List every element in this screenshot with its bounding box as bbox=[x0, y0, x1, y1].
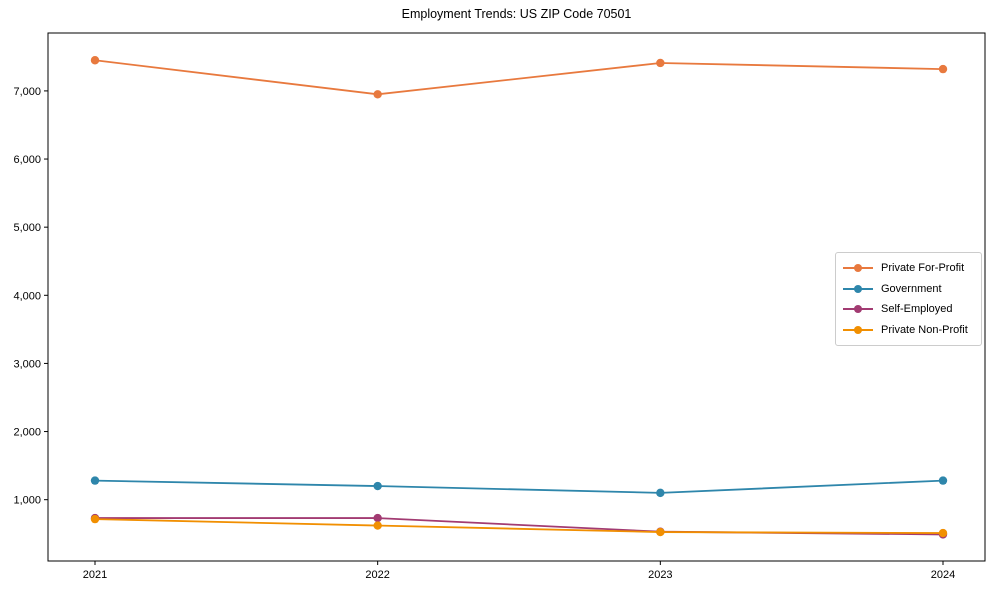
legend-dot-icon bbox=[854, 325, 862, 334]
legend-dot-icon bbox=[854, 264, 862, 273]
data-point-government-2021 bbox=[90, 476, 100, 485]
legend-item-government: Government bbox=[843, 279, 975, 300]
x-tick-label: 2021 bbox=[83, 569, 107, 581]
axes-frame bbox=[47, 32, 986, 562]
data-point-private-for-profit-2022 bbox=[373, 90, 382, 99]
legend-item-self-employed: Self-Employed bbox=[843, 299, 975, 320]
x-tick-label: 2023 bbox=[648, 569, 672, 581]
data-point-government-2024 bbox=[938, 476, 948, 485]
data-point-private-for-profit-2023 bbox=[656, 58, 665, 68]
legend-item-private-non-profit: Private Non-Profit bbox=[843, 320, 975, 341]
y-tick-label: 6,000 bbox=[13, 154, 41, 166]
legend-marker-government bbox=[843, 284, 873, 294]
legend-label-private-non-profit: Private Non-Profit bbox=[881, 323, 968, 336]
data-point-private-non-profit-2022 bbox=[373, 521, 382, 530]
x-tick-label: 2022 bbox=[365, 569, 389, 581]
y-tick-label: 4,000 bbox=[13, 290, 41, 302]
y-tick-label: 5,000 bbox=[13, 222, 41, 234]
legend-marker-private-non-profit bbox=[843, 325, 873, 335]
legend: Private For-Profit Government Self-Employe… bbox=[835, 252, 982, 346]
data-point-private-non-profit-2021 bbox=[90, 514, 100, 524]
chart-title: Employment Trends: US ZIP Code 70501 bbox=[401, 7, 632, 21]
data-point-government-2022 bbox=[373, 481, 382, 491]
y-tick-label: 1,000 bbox=[13, 495, 41, 507]
x-tick-label: 2024 bbox=[931, 569, 955, 581]
data-point-government-2023 bbox=[656, 488, 665, 498]
y-tick-label: 3,000 bbox=[13, 358, 41, 370]
data-point-self-employed-2022 bbox=[373, 513, 382, 523]
series-line-government bbox=[94, 479, 944, 494]
legend-item-private-for-profit: Private For-Profit bbox=[843, 258, 975, 279]
legend-marker-private-for-profit bbox=[843, 263, 873, 273]
data-point-private-for-profit-2024 bbox=[938, 64, 948, 74]
data-point-private-for-profit-2021 bbox=[90, 56, 100, 65]
y-tick-label: 2,000 bbox=[13, 427, 41, 439]
series-line-private-non-profit bbox=[94, 518, 944, 534]
legend-marker-self-employed bbox=[843, 304, 873, 314]
legend-label-private-for-profit: Private For-Profit bbox=[881, 262, 965, 275]
data-point-private-non-profit-2023 bbox=[656, 527, 665, 537]
legend-label-self-employed: Self-Employed bbox=[881, 303, 953, 316]
series-line-private-for-profit bbox=[94, 59, 944, 96]
y-tick-label: 7,000 bbox=[13, 86, 41, 98]
legend-label-government: Government bbox=[881, 282, 942, 295]
legend-dot-icon bbox=[854, 284, 862, 293]
legend-dot-icon bbox=[854, 305, 862, 314]
data-point-private-non-profit-2024 bbox=[938, 528, 948, 538]
